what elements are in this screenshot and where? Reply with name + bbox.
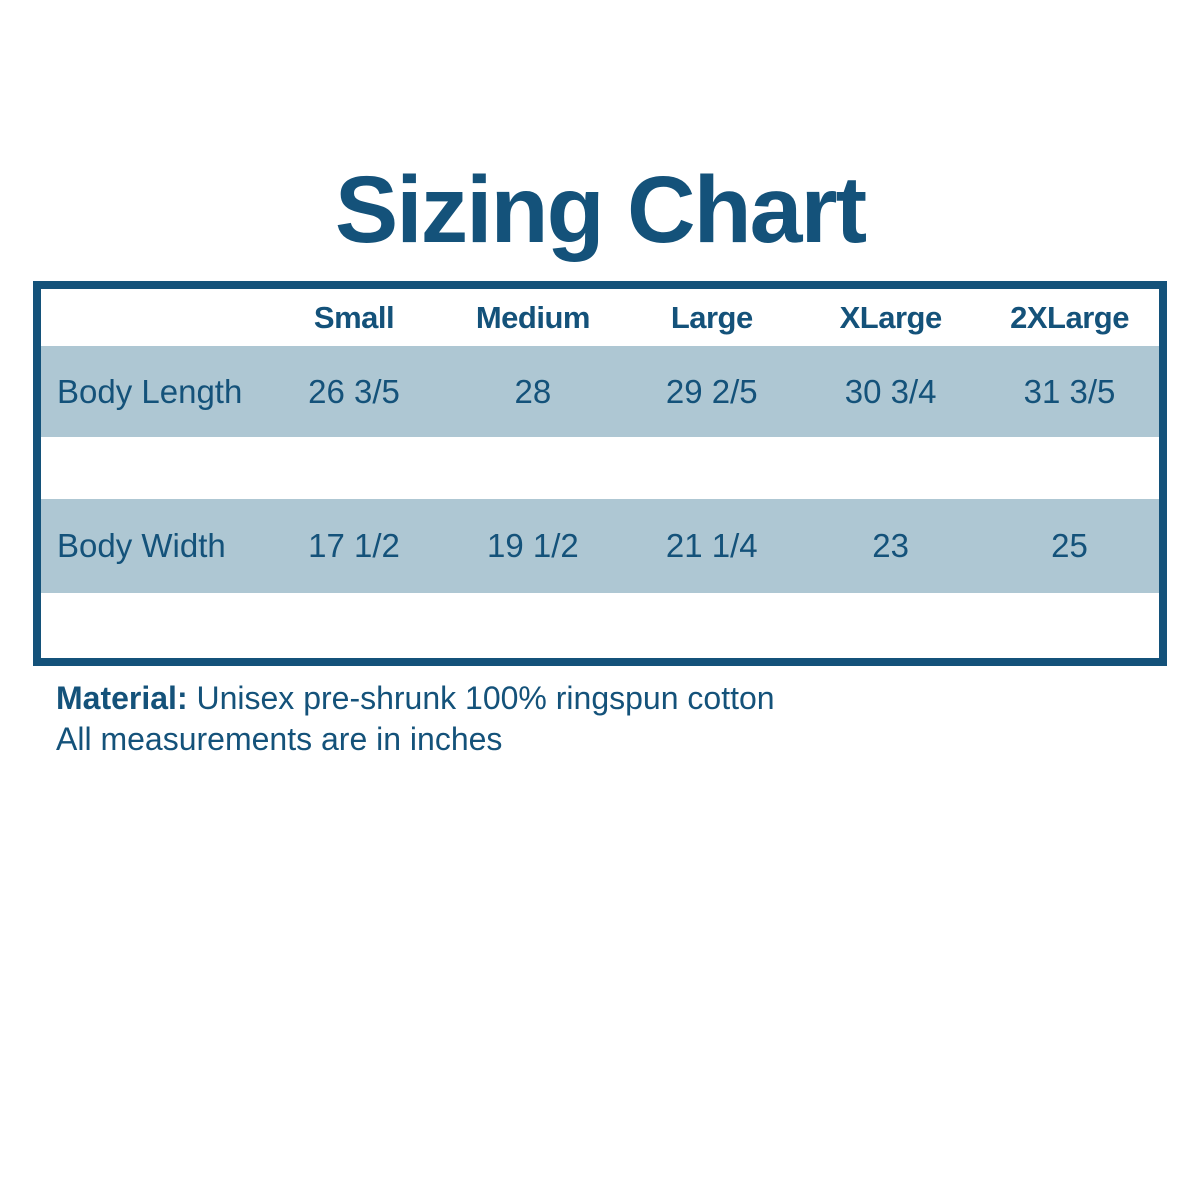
body-length-xlarge: 30 3/4 <box>844 372 937 410</box>
spacer-row-bottom <box>41 593 1159 658</box>
table-row-body-length: Body Length 26 3/5 28 29 2/5 30 3/4 31 3… <box>41 346 1159 437</box>
body-length-medium: 28 <box>514 372 552 410</box>
body-width-2xlarge: 25 <box>1051 527 1088 564</box>
column-header-xlarge: XLarge <box>839 299 943 335</box>
page-title: Sizing Chart <box>334 157 867 263</box>
body-length-small: 26 3/5 <box>308 372 400 410</box>
table-header-row: Small Medium Large XLarge 2XLarge <box>41 289 1159 346</box>
sizing-table: Small Medium Large XLarge 2XLarge Body L… <box>33 281 1167 666</box>
column-header-large: Large <box>670 299 753 335</box>
column-header-medium: Medium <box>475 299 591 335</box>
body-length-large: 29 2/5 <box>665 372 758 410</box>
body-width-large: 21 1/4 <box>665 527 758 564</box>
column-header-2xlarge: 2XLarge <box>1010 299 1129 335</box>
corner-cell <box>41 289 265 346</box>
measurement-note: All measurements are in inches <box>56 721 503 757</box>
material-value: Unisex pre-shrunk 100% ringspun cotton <box>196 680 775 716</box>
body-width-small: 17 1/2 <box>308 527 400 564</box>
material-line: Material: Unisex pre-shrunk 100% ringspu… <box>56 678 775 719</box>
footer-notes: Material: Unisex pre-shrunk 100% ringspu… <box>56 678 775 760</box>
body-length-2xlarge: 31 3/5 <box>1023 372 1116 410</box>
table-row-body-width: Body Width 17 1/2 19 1/2 21 1/4 23 25 <box>41 499 1159 593</box>
spacer-row <box>41 437 1159 499</box>
row-label-body-length: Body Length <box>57 372 243 410</box>
body-width-xlarge: 23 <box>872 527 910 564</box>
body-width-medium: 19 1/2 <box>487 527 579 564</box>
row-label-body-width: Body Width <box>57 527 226 564</box>
column-header-small: Small <box>313 299 395 335</box>
material-label: Material: <box>56 680 188 716</box>
